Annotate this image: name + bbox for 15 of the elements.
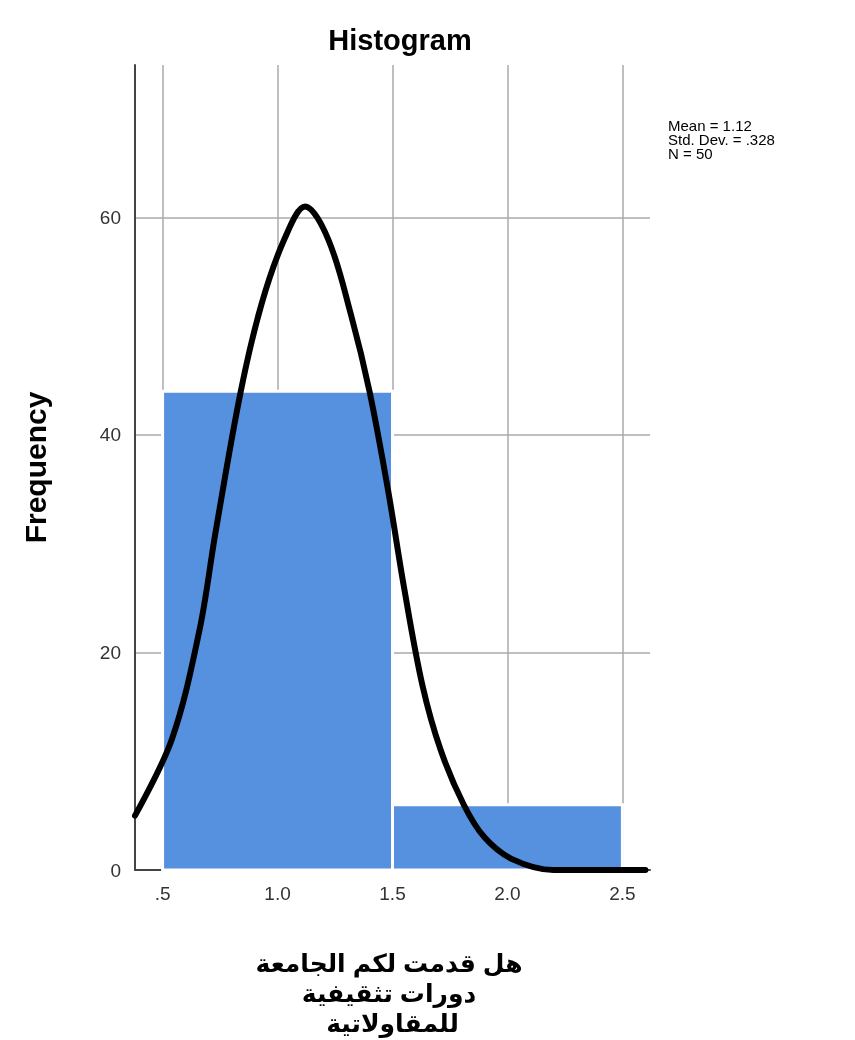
x-tick-label: 1.5	[379, 883, 406, 904]
text: N = 50	[668, 145, 713, 162]
x-tick-label: .5	[154, 883, 171, 904]
x-tick-label: 1.0	[264, 883, 291, 904]
x-tick-label: 2.5	[609, 883, 636, 904]
y-tick-label: 60	[99, 206, 121, 228]
y-tick-label: 40	[99, 424, 121, 446]
x-tick-label: 2.0	[494, 883, 521, 904]
y-tick-label: 20	[99, 641, 121, 663]
x-axis-title: هل قدمت لكم الجامعة دورات تثقيفية للمقاولاتية	[255, 949, 530, 1039]
y-tick-label: 0	[110, 859, 121, 881]
text: Mean = 1.12	[668, 117, 752, 134]
y-axis-title: Frequency	[18, 391, 52, 544]
text: Std. Dev. = .328	[668, 131, 775, 148]
chart-title: Histogram	[328, 23, 472, 56]
